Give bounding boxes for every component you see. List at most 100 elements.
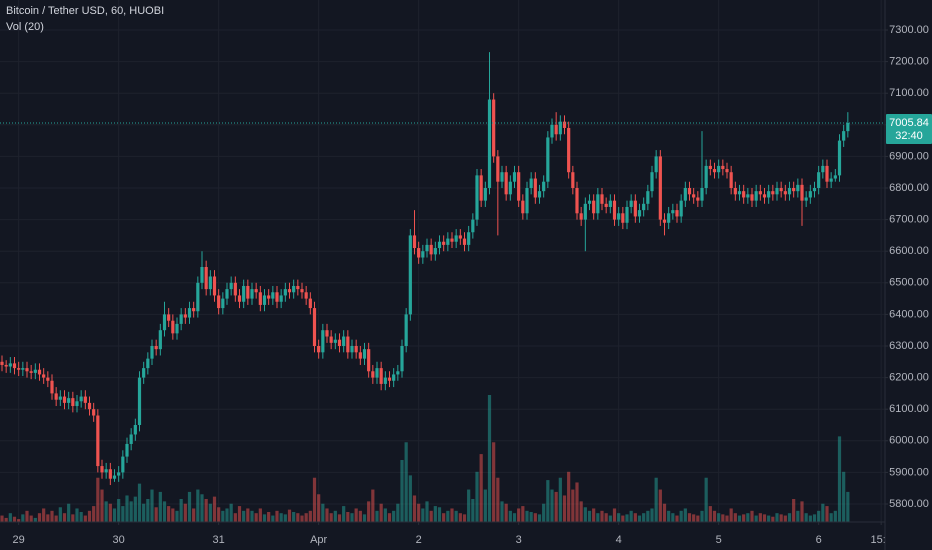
volume-bar — [258, 508, 262, 525]
candle-body — [662, 219, 667, 223]
candle-body — [454, 235, 458, 242]
candle-body — [721, 165, 725, 170]
candle-body — [342, 336, 346, 346]
y-tick-label: 6700.00 — [889, 214, 929, 226]
candle-body — [79, 396, 83, 402]
countdown-label: 32:40 — [895, 130, 923, 142]
candle-body — [675, 210, 679, 217]
volume-bar — [508, 510, 512, 525]
candle-body — [308, 298, 312, 309]
volume-bar — [275, 510, 279, 525]
candles — [0, 52, 885, 486]
volume-bar — [550, 489, 554, 525]
candle-body — [250, 289, 254, 299]
volume-bar — [571, 489, 575, 525]
candle-body — [362, 349, 367, 359]
volume-bar — [596, 513, 600, 525]
candle-body — [812, 188, 817, 192]
volume-bar — [783, 515, 787, 525]
candle-body — [762, 194, 767, 198]
volume-bar — [21, 514, 25, 525]
volume-bar — [625, 514, 629, 525]
volume-bar — [454, 510, 458, 525]
volume-bar — [83, 515, 87, 525]
candle-body — [633, 200, 637, 217]
candle-body — [500, 172, 504, 182]
candle-body — [400, 345, 404, 372]
volume-bar — [654, 477, 658, 525]
candle-body — [658, 156, 662, 220]
candle-body — [512, 172, 517, 182]
candle-body — [825, 165, 829, 182]
candle-body — [133, 424, 137, 435]
candle-body — [429, 244, 433, 255]
volume-bar — [467, 489, 471, 525]
volume-bar — [846, 491, 850, 525]
price-axis-bg — [885, 0, 932, 550]
candle-body — [96, 415, 100, 467]
volume-bar — [358, 510, 362, 525]
volume-bar — [129, 501, 133, 525]
volume-bar — [92, 506, 96, 525]
volume-bar — [675, 515, 679, 525]
volume-bar — [796, 510, 800, 525]
volume-bar — [96, 477, 100, 525]
volume-bar — [608, 515, 612, 525]
candle-body — [0, 361, 4, 365]
volume-bar — [150, 489, 154, 525]
candle-body — [296, 285, 300, 290]
volume-bar — [750, 510, 754, 525]
candle-body — [275, 292, 279, 302]
candle-body — [21, 368, 25, 370]
volume-bar — [600, 510, 604, 525]
candle-body — [29, 371, 33, 373]
candle-body — [312, 308, 317, 346]
volume-bar — [8, 513, 12, 525]
candle-body — [792, 188, 796, 192]
price-axis: 5800.00 5900.00 6000.00 6100.00 6200.00 6300.… — [884, 0, 932, 550]
volume-bar — [229, 503, 233, 525]
volume-bar — [162, 501, 167, 525]
candle-body — [496, 156, 500, 182]
candle-body — [554, 124, 558, 135]
chart-title: Bitcoin / Tether USD, 60, HUOBI — [6, 5, 164, 17]
last-price-label: 7005.84 — [889, 117, 929, 129]
volume-bar — [629, 510, 633, 525]
volume-bar — [671, 513, 675, 525]
candle-body — [150, 345, 154, 359]
volume-bar — [567, 471, 571, 525]
volume-bar — [437, 507, 442, 525]
volume-bar — [100, 489, 104, 525]
volume-bar — [125, 495, 129, 525]
candle-body — [683, 188, 687, 201]
volume-bar — [87, 510, 92, 525]
volume-bar — [387, 513, 392, 525]
volume-bar — [637, 515, 642, 525]
volume-bar — [75, 508, 79, 525]
candle-body — [417, 248, 421, 258]
candle-body — [450, 238, 454, 242]
candle-body — [767, 191, 771, 198]
candle-body — [192, 308, 196, 312]
volume-bar — [237, 506, 242, 525]
volume-bar — [283, 514, 287, 525]
volume-bar — [50, 510, 54, 525]
volume-bar — [417, 503, 421, 525]
volume-bar — [500, 501, 504, 525]
candle-body — [167, 314, 171, 321]
candle-body — [187, 308, 192, 318]
volume-bar — [804, 513, 808, 525]
volume-bar — [429, 510, 433, 525]
volume-bar — [117, 499, 121, 525]
candle-body — [354, 345, 358, 353]
volume-bar — [771, 516, 775, 525]
y-tick-label: 7300.00 — [889, 24, 929, 36]
volume-bar — [12, 516, 17, 525]
volume-bar — [758, 513, 762, 525]
candle-body — [87, 402, 92, 410]
volume-bar — [700, 510, 704, 525]
volume-bar — [0, 515, 4, 525]
volume-bar — [54, 515, 58, 525]
volume-bar — [33, 517, 37, 525]
